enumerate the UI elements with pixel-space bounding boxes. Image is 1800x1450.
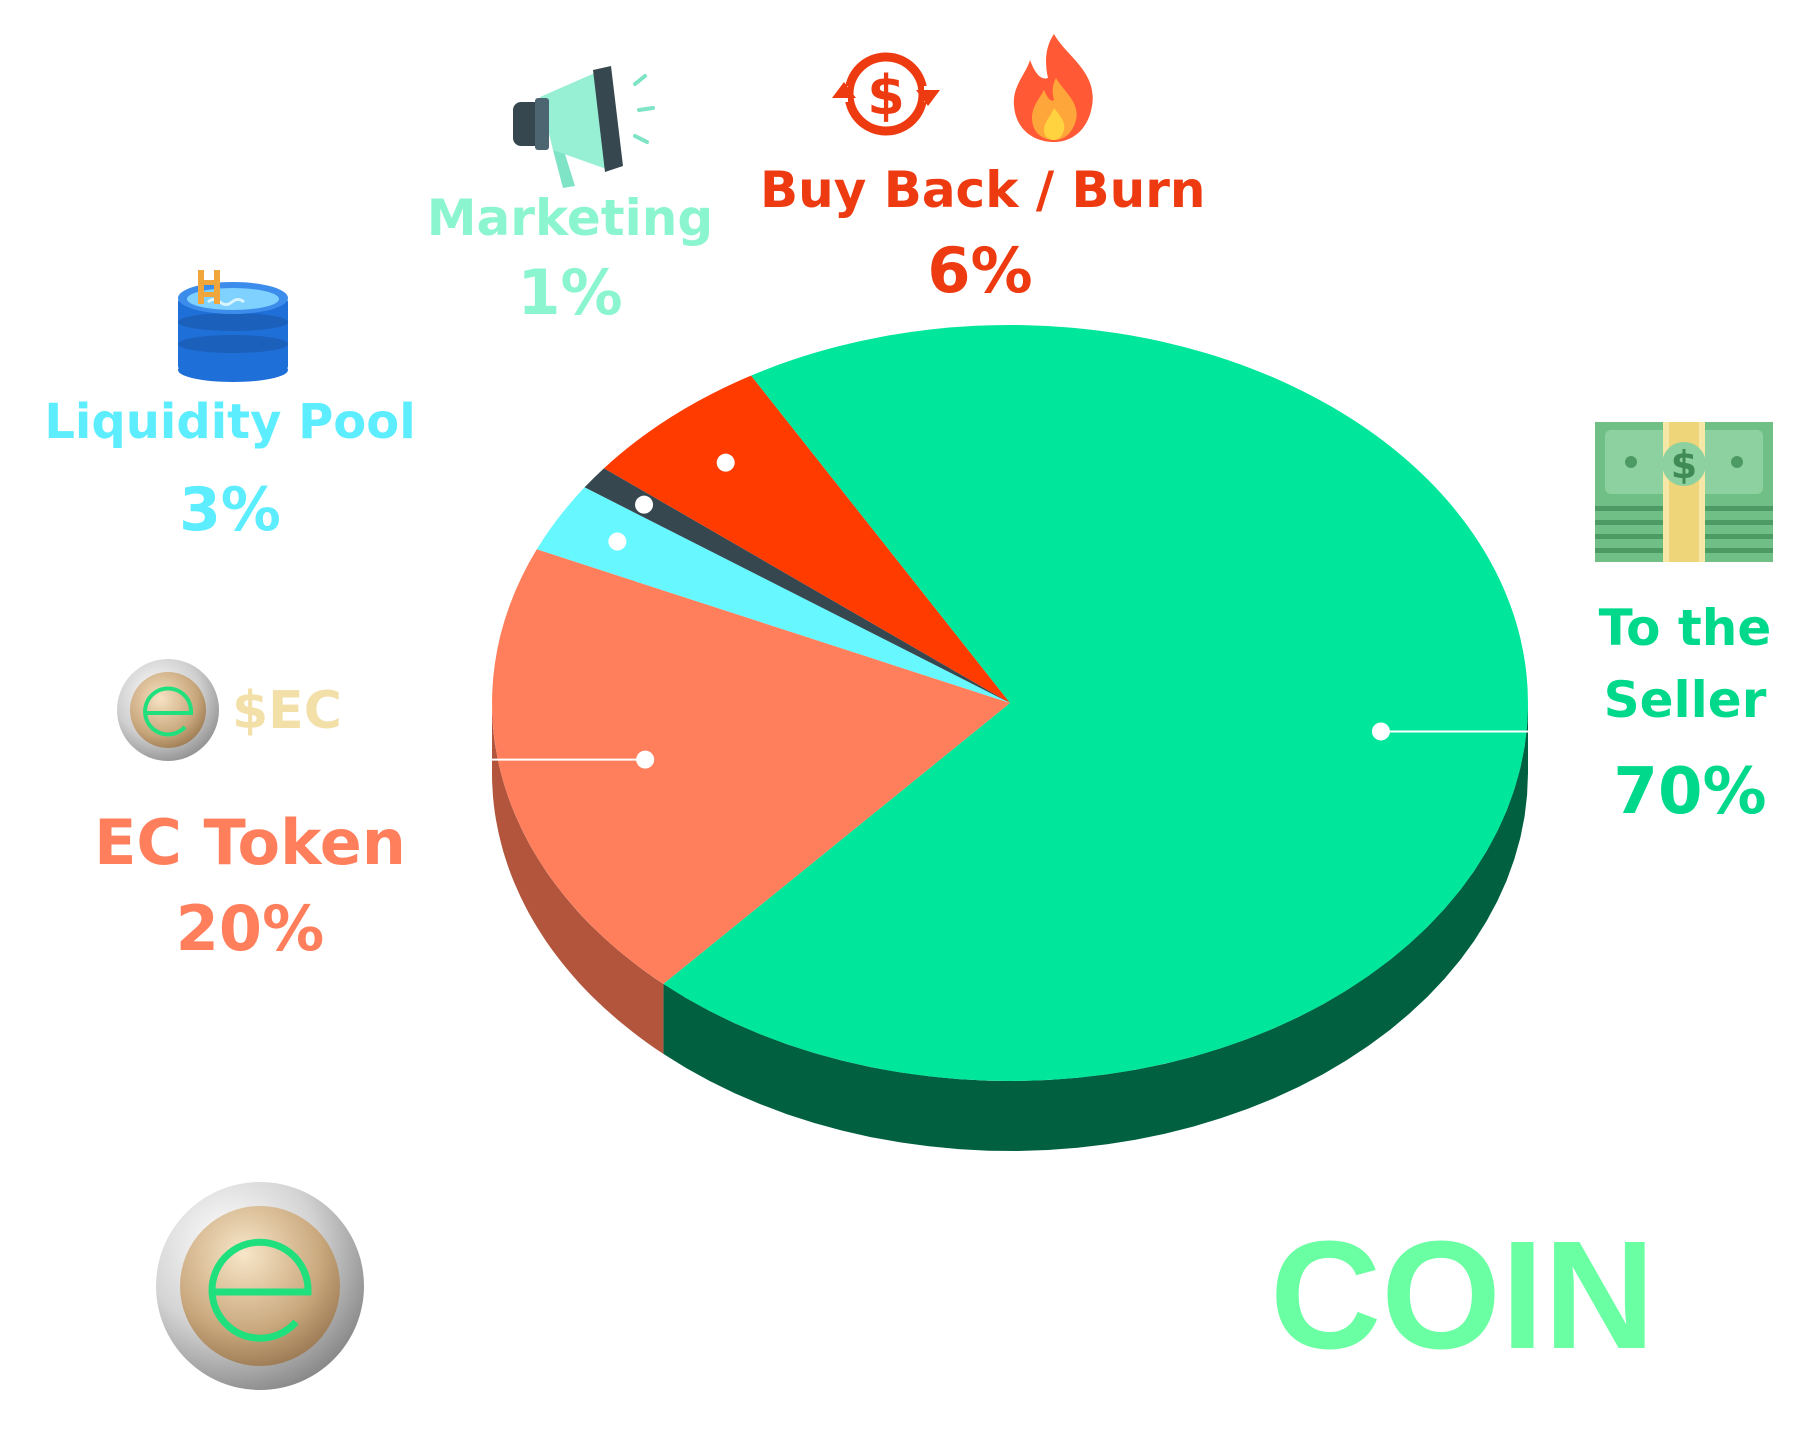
pie-tops bbox=[492, 324, 1528, 1081]
buyback-label: Buy Back / Burn bbox=[760, 161, 1206, 219]
ec-coin-icon bbox=[117, 659, 219, 761]
pie-slice-buy-back-burn bbox=[604, 375, 1010, 703]
pie-side-to-the-seller bbox=[663, 703, 1528, 1151]
seller-label-line1: To the bbox=[1598, 599, 1772, 657]
brand-wordmark: COIN bbox=[1270, 1209, 1655, 1381]
ec-coin-logo-icon bbox=[156, 1182, 364, 1390]
slice-marker-marketing bbox=[635, 495, 654, 514]
megaphone-icon bbox=[513, 66, 655, 188]
dollar-cycle-icon: $ bbox=[832, 52, 940, 136]
ec-token-label: EC Token bbox=[94, 806, 406, 879]
pie-side-ec-token bbox=[492, 703, 664, 1054]
fire-icon bbox=[1013, 34, 1093, 142]
money-stack-icon: $ bbox=[1595, 422, 1773, 562]
marketing-percent: 1% bbox=[517, 256, 623, 329]
slice-marker-buy-back-burn bbox=[716, 453, 735, 472]
pie-leaders bbox=[490, 453, 1590, 769]
marketing-label: Marketing bbox=[426, 189, 714, 247]
pie-sides bbox=[492, 703, 1528, 1151]
pie-slice-marketing bbox=[584, 468, 1010, 703]
pie-slice-ec-token bbox=[492, 549, 1010, 984]
buyback-percent: 6% bbox=[927, 234, 1033, 307]
ec-ticker-label: $EC bbox=[232, 681, 342, 741]
pie-slice-to-the-seller bbox=[663, 324, 1528, 1081]
seller-label-line2: Seller bbox=[1603, 671, 1767, 729]
ec-token-percent: 20% bbox=[175, 892, 325, 965]
pie-slice-liquidity-pool bbox=[536, 487, 1010, 703]
svg-text:$: $ bbox=[867, 64, 905, 127]
slice-marker-ec-token bbox=[636, 750, 655, 769]
liquidity-label: Liquidity Pool bbox=[44, 394, 416, 450]
seller-percent: 70% bbox=[1613, 755, 1767, 829]
svg-text:$: $ bbox=[1671, 443, 1697, 487]
pool-icon bbox=[178, 270, 288, 382]
slice-marker-liquidity-pool bbox=[608, 532, 627, 551]
liquidity-percent: 3% bbox=[179, 475, 281, 545]
slice-marker-to-the-seller bbox=[1371, 722, 1390, 741]
